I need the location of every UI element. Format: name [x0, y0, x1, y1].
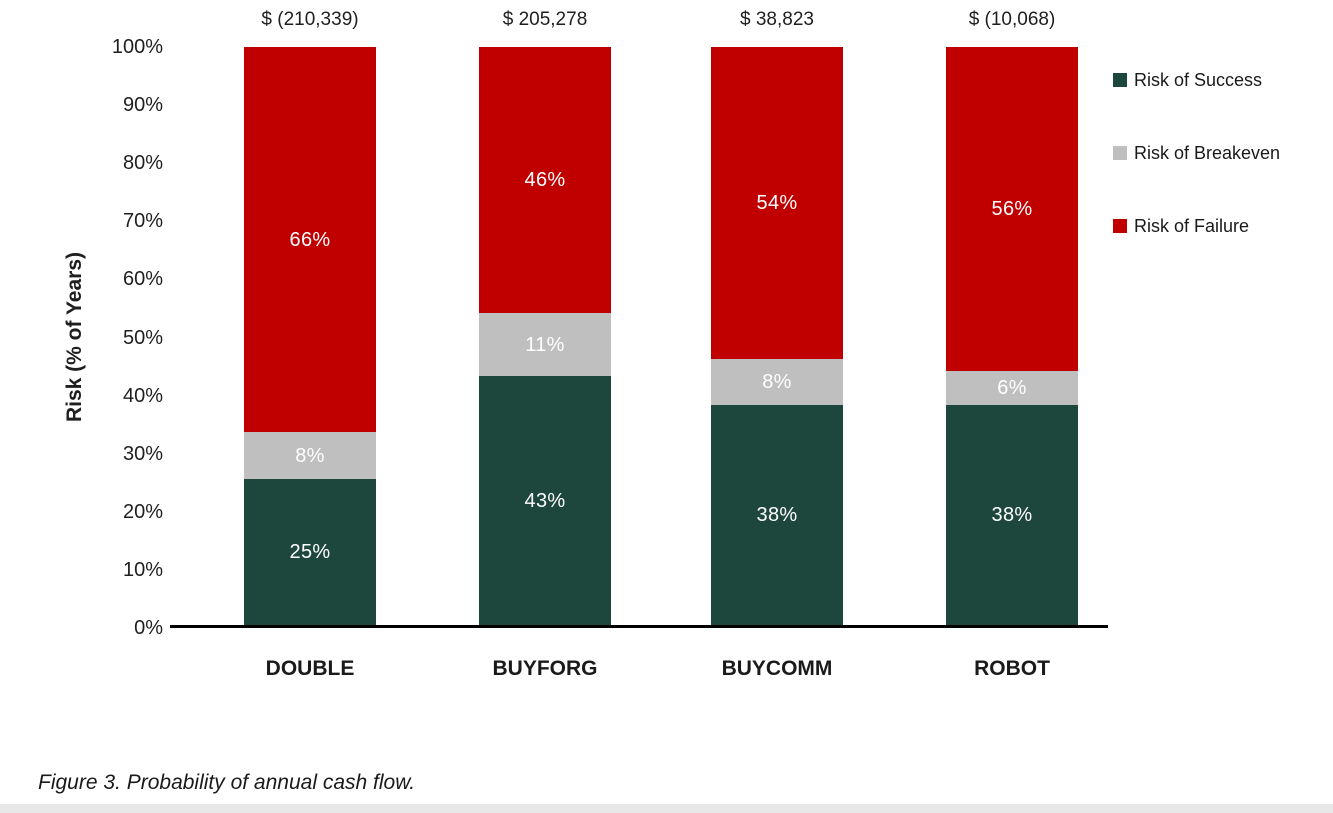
bar-robot: 56% 6% 38%: [946, 47, 1078, 625]
segment-value-label: 38%: [991, 504, 1033, 527]
segment-buycomm-risk-of-failure: 54%: [711, 47, 843, 360]
figure-caption: Figure 3. Probability of annual cash flo…: [38, 771, 416, 794]
legend-swatch-icon: [1113, 219, 1127, 233]
y-tick-label: 100%: [111, 36, 163, 58]
segment-buycomm-risk-of-breakeven: 8%: [711, 359, 843, 406]
segment-value-label: 11%: [525, 333, 565, 356]
y-tick-label: 0%: [134, 617, 163, 639]
legend-swatch-icon: [1113, 73, 1127, 87]
bar-total-label: $ (10,068): [968, 9, 1056, 30]
legend-swatch-icon: [1113, 146, 1127, 160]
segment-value-label: 8%: [295, 444, 325, 467]
legend-label: Risk of Failure: [1134, 216, 1250, 236]
segment-value-label: 6%: [997, 377, 1027, 399]
y-tick-label: 10%: [122, 558, 163, 581]
y-tick-label: 40%: [122, 384, 163, 407]
segment-value-label: 46%: [524, 168, 566, 191]
legend: Risk of Success Risk of Breakeven Risk of …: [1113, 69, 1280, 237]
segment-double-risk-of-breakeven: 8%: [244, 432, 376, 480]
y-tick-label: 60%: [122, 268, 163, 291]
legend-label: Risk of Breakeven: [1134, 143, 1281, 163]
legend-label: Risk of Success: [1134, 70, 1263, 90]
segment-value-label: 8%: [762, 371, 792, 394]
segment-value-label: 56%: [991, 197, 1033, 220]
category-label-robot: ROBOT: [974, 657, 1050, 680]
y-tick-label: 80%: [122, 152, 163, 175]
segment-double-risk-of-success: 25%: [244, 479, 376, 625]
category-label-double: DOUBLE: [265, 657, 355, 680]
y-tick-label: 20%: [122, 500, 163, 523]
y-tick-label: 90%: [122, 94, 163, 117]
segment-robot-risk-of-success: 38%: [946, 405, 1078, 625]
segment-value-label: 25%: [289, 541, 331, 563]
segment-buycomm-risk-of-success: 38%: [711, 405, 843, 625]
plot-area: 66% 8% 25% 46% 11% 43% 54% 8% 38% 56% 6% 38%: [170, 47, 1108, 628]
segment-value-label: 54%: [756, 192, 798, 215]
legend-item-risk-of-breakeven: Risk of Breakeven: [1113, 142, 1280, 164]
y-tick-label: 50%: [122, 326, 163, 349]
segment-buyforg-risk-of-breakeven: 11%: [479, 312, 611, 377]
legend-item-risk-of-failure: Risk of Failure: [1113, 215, 1280, 237]
category-label-buycomm: BUYCOMM: [721, 657, 833, 680]
bar-buyforg: 46% 11% 43%: [479, 47, 611, 625]
bar-double: 66% 8% 25%: [244, 47, 376, 625]
segment-buyforg-risk-of-failure: 46%: [479, 47, 611, 313]
segment-value-label: 38%: [756, 504, 798, 527]
bar-total-label: $ 38,823: [740, 9, 814, 30]
segment-robot-risk-of-breakeven: 6%: [946, 370, 1078, 406]
category-label-buyforg: BUYFORG: [492, 657, 598, 680]
segment-robot-risk-of-failure: 56%: [946, 47, 1078, 371]
bottom-divider: [0, 804, 1333, 813]
bar-total-label: $ 205,278: [502, 9, 588, 30]
y-tick-label: 70%: [122, 210, 163, 233]
segment-double-risk-of-failure: 66%: [244, 47, 376, 433]
bar-total-label: $ (210,339): [261, 9, 359, 30]
legend-item-risk-of-success: Risk of Success: [1113, 69, 1280, 91]
segment-buyforg-risk-of-success: 43%: [479, 376, 611, 625]
segment-value-label: 66%: [289, 228, 331, 251]
segment-value-label: 43%: [524, 489, 566, 512]
bar-buycomm: 54% 8% 38%: [711, 47, 843, 625]
y-tick-label: 30%: [122, 442, 163, 465]
